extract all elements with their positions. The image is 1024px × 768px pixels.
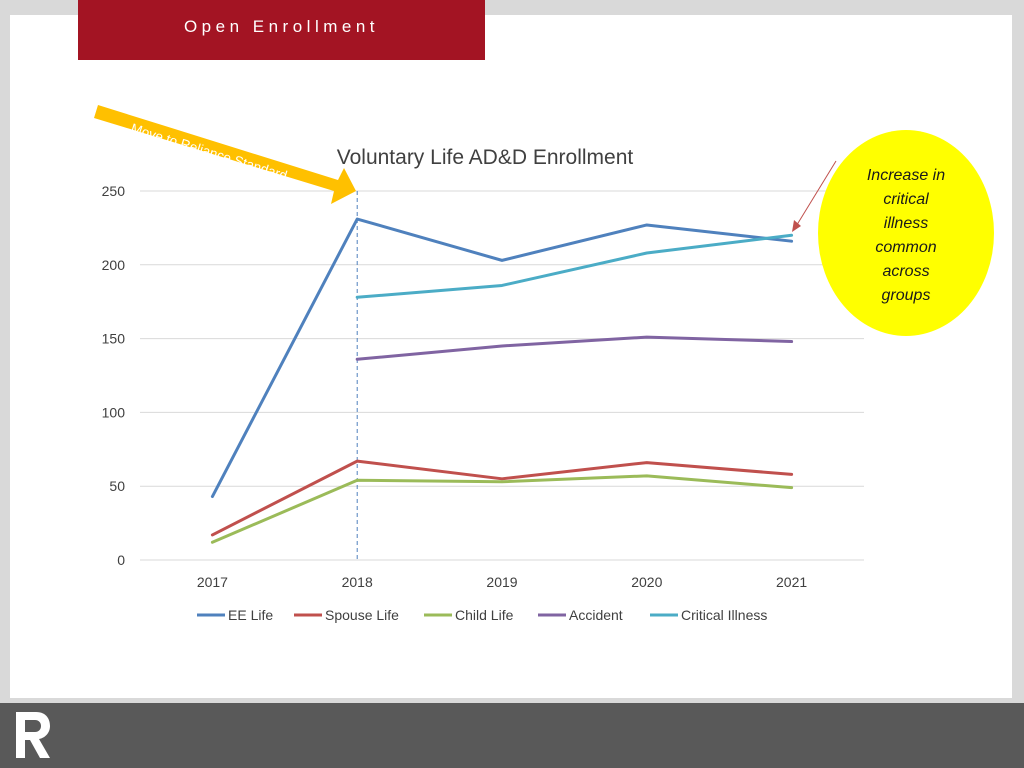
callout-line: critical [883,191,929,208]
legend-label-ee-life: EE Life [228,607,273,623]
callout-text: Increase in critical illness common across gr… [867,167,945,304]
legend-label-spouse-life: Spouse Life [325,607,399,623]
callout-line: Increase in [867,167,945,184]
page-title: Open Enrollment [183,17,380,36]
slide-canvas [10,15,1012,698]
reliance-arrow: Move to Reliance Standard [94,105,356,204]
series-line-critical-illness [355,233,794,299]
x-tick-label: 2019 [486,574,517,590]
chart-legend: EE Life Spouse Life Child Life Accident Crit… [197,607,767,623]
legend-label-child-life: Child Life [455,607,514,623]
callout-line: common [875,239,936,256]
legend-label-accident: Accident [569,607,623,623]
x-tick-label: 2021 [776,574,807,590]
x-axis-ticks: 2017 2018 2019 2020 2021 [197,574,808,590]
legend-label-critical-illness: Critical Illness [681,607,767,623]
footer-bar [0,703,1024,768]
series-line-spouse-life [210,459,794,537]
series-line-accident [355,335,794,361]
chart-series [210,217,794,544]
callout-line: across [882,263,929,280]
reliance-r-logo-icon [16,712,50,758]
reliance-arrow-label: Move to Reliance Standard [129,121,289,184]
callout-pointer [794,160,837,229]
callout-line: groups [882,287,931,304]
series-line-ee-life [210,217,794,499]
header-banner: Open Enrollment [78,0,485,60]
callout-bubble [818,130,994,336]
chart-gridlines [140,190,864,561]
callout-line: illness [884,215,928,232]
x-tick-label: 2017 [197,574,228,590]
y-tick-label: 0 [117,552,125,568]
chart-title: Voluntary Life AD&D Enrollment [337,146,634,169]
y-tick-label: 200 [102,257,126,273]
y-tick-label: 150 [102,331,126,347]
y-tick-label: 250 [102,183,126,199]
y-tick-label: 50 [109,478,125,494]
reliance-arrow-shape [94,105,356,204]
y-tick-label: 100 [102,404,126,420]
callout-pointer-head [792,220,801,232]
x-tick-label: 2018 [342,574,373,590]
y-axis-ticks: 0 50 100 150 200 250 [102,183,126,568]
x-tick-label: 2020 [631,574,662,590]
